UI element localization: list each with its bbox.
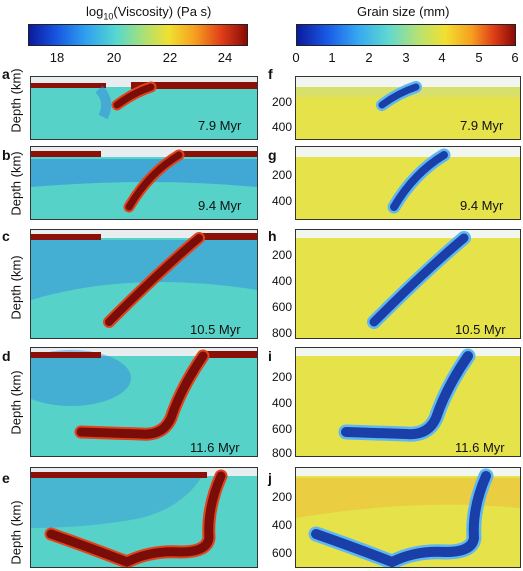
viscosity-colorbar-title: log10(Viscosity) (Pa s) — [86, 4, 211, 22]
panel-letter-e: e — [2, 470, 10, 486]
viscosity-panel-d — [30, 347, 258, 457]
viscosity-panel-e — [30, 467, 258, 568]
viscosity-tick: 22 — [162, 50, 178, 65]
viscosity-panel-b — [30, 146, 258, 220]
depth-tick: 200 — [271, 168, 292, 182]
depth-tick: 800 — [271, 446, 292, 460]
grain-panel-h — [295, 229, 521, 339]
depth-tick: 200 — [271, 370, 292, 384]
time-label-h: 10.5 Myr — [455, 322, 506, 337]
y-axis-label: Depth (km) — [8, 151, 24, 216]
depth-tick: 800 — [271, 326, 292, 340]
grain-tick: 5 — [475, 50, 483, 65]
y-axis-label: Depth (km) — [8, 500, 24, 565]
depth-tick: 400 — [271, 194, 292, 208]
viscosity-panel-c — [30, 229, 258, 339]
y-axis-label: Depth (km) — [8, 68, 24, 133]
depth-tick: 600 — [271, 546, 292, 560]
grain-panel-i — [295, 347, 521, 457]
panel-letter-f: f — [268, 66, 273, 82]
grain-panel-f — [295, 76, 521, 140]
time-label-g: 9.4 Myr — [460, 198, 504, 213]
panel-letter-d: d — [2, 348, 11, 364]
viscosity-colorbar — [28, 24, 248, 46]
grain-panel-j — [295, 467, 521, 568]
grain-tick: 0 — [292, 50, 300, 65]
panel-letter-i: i — [268, 348, 272, 364]
grain-tick: 2 — [365, 50, 373, 65]
grain-tick: 3 — [402, 50, 410, 65]
panel-letter-j: j — [268, 470, 272, 486]
viscosity-title-sub: 10 — [103, 11, 114, 22]
grain-tick: 6 — [511, 50, 519, 65]
viscosity-title-log: log — [86, 4, 104, 19]
grain-colorbar-title: Grain size (mm) — [357, 4, 450, 19]
depth-tick: 600 — [271, 300, 292, 314]
depth-tick: 400 — [271, 518, 292, 532]
panel-letter-a: a — [2, 66, 10, 82]
depth-tick: 400 — [271, 274, 292, 288]
time-label-i: 11.6 Myr — [455, 440, 505, 455]
depth-tick: 600 — [271, 422, 292, 436]
viscosity-title-suffix: (Viscosity) (Pa s) — [113, 4, 212, 19]
panel-letter-g: g — [268, 147, 277, 163]
panel-letter-h: h — [268, 228, 277, 244]
y-axis-label: Depth (km) — [8, 370, 24, 435]
y-axis-label: Depth (km) — [8, 255, 24, 320]
grain-colorbar — [296, 24, 516, 46]
viscosity-tick: 18 — [49, 50, 65, 65]
viscosity-panel-a — [30, 76, 258, 140]
grain-tick: 1 — [328, 50, 336, 65]
time-label-c: 10.5 Myr — [190, 322, 241, 337]
depth-tick: 200 — [271, 490, 292, 504]
panel-letter-c: c — [2, 228, 10, 244]
depth-tick: 200 — [271, 95, 292, 109]
time-label-d: 11.6 Myr — [190, 440, 240, 455]
panel-letter-b: b — [2, 147, 11, 163]
grain-panel-g — [295, 146, 521, 220]
depth-tick: 200 — [271, 248, 292, 262]
time-label-b: 9.4 Myr — [198, 198, 242, 213]
time-label-a: 7.9 Myr — [198, 118, 242, 133]
depth-tick: 400 — [271, 120, 292, 134]
viscosity-tick: 24 — [217, 50, 233, 65]
viscosity-tick: 20 — [106, 50, 122, 65]
depth-tick: 400 — [271, 396, 292, 410]
grain-tick: 4 — [438, 50, 446, 65]
time-label-f: 7.9 Myr — [460, 118, 504, 133]
